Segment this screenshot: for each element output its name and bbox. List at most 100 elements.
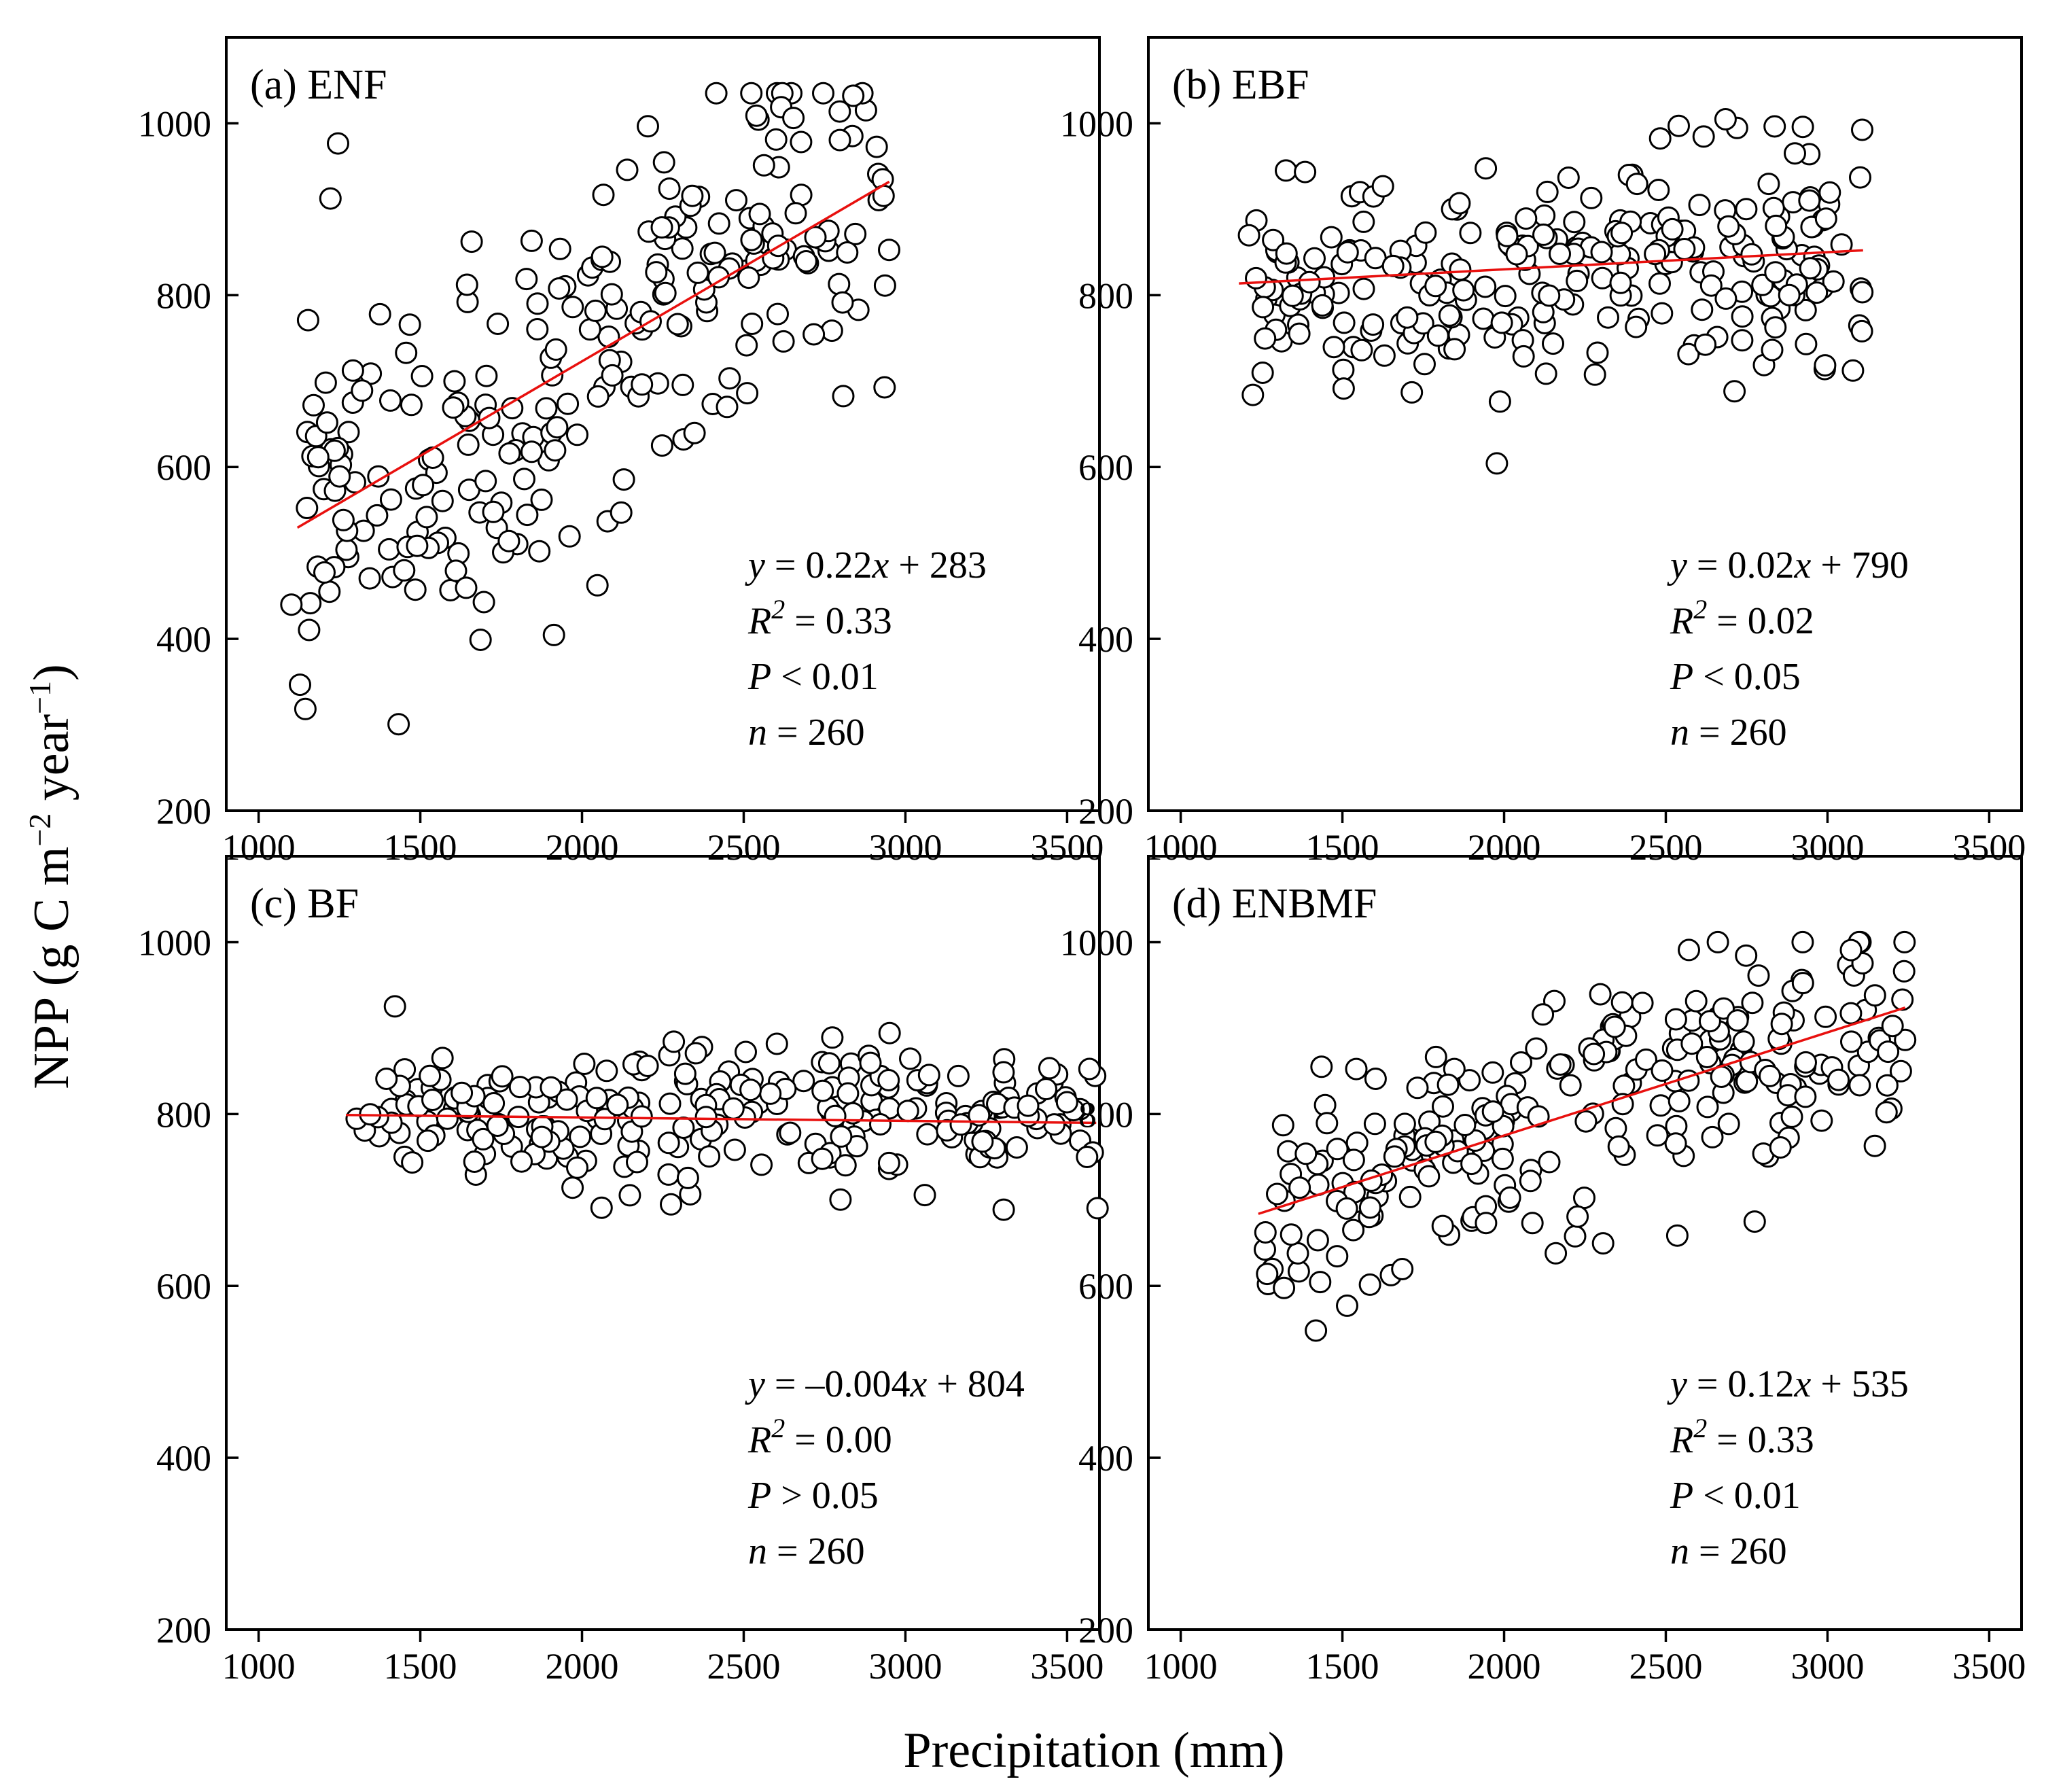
chart-d-data-point (1875, 1101, 1898, 1124)
chart-b-data-point (1625, 315, 1648, 338)
chart-a-data-point (873, 376, 896, 399)
chart-b-data-point (1590, 241, 1613, 264)
chart-a-data-point (544, 439, 567, 462)
chart-b-data-point (1400, 381, 1424, 404)
chart-d-data-point (1532, 1003, 1555, 1026)
chart-d-data-point (1538, 1150, 1561, 1174)
chart-b-data-point (1763, 115, 1786, 138)
chart-b-equation: y = 0.02x + 790 (1667, 544, 1909, 586)
chart-a-data-point (421, 446, 444, 469)
chart-d-y-tick-label: 800 (1078, 1094, 1133, 1135)
chart-b-data-point (1731, 329, 1754, 352)
chart-b-data-point (1298, 270, 1321, 294)
chart-a-data-point (431, 489, 454, 512)
chart-a-data-point (516, 504, 539, 527)
chart-d-data-point (1649, 1094, 1672, 1117)
chart-a-data-point (294, 697, 317, 720)
chart-d-data-point (1604, 1117, 1627, 1140)
chart-b-data-point (1694, 333, 1717, 356)
chart-d-data-point (1881, 1015, 1904, 1038)
chart-a-data-point (865, 135, 888, 158)
chart-d-y-tick-label: 1000 (1060, 922, 1133, 963)
chart-d-data-point (1735, 944, 1758, 967)
chart-d-data-point (1893, 930, 1916, 953)
chart-c-data-point (694, 1106, 718, 1129)
chart-b-data-point (1764, 261, 1787, 284)
chart-a-data-point (637, 115, 659, 138)
chart-d-data-point (1364, 1068, 1387, 1090)
chart-c-data-point (792, 1070, 815, 1093)
chart-c-data-point (1038, 1057, 1061, 1080)
chart-b-r-squared: R2 = 0.02 (1670, 594, 1814, 642)
chart-b-data-point (1764, 316, 1787, 339)
chart-a-data-point (542, 623, 565, 646)
chart-a-data-point (790, 183, 813, 207)
chart-a-data-point (616, 158, 639, 181)
chart-b-data-point (1661, 217, 1684, 241)
chart-b-data-point (1381, 254, 1405, 277)
chart-d-data-point (1603, 1015, 1626, 1038)
chart-a-data-point (782, 107, 805, 130)
chart-c-data-point (1086, 1197, 1109, 1220)
chart-d-data-point (1892, 960, 1916, 983)
chart-a-data-point (586, 385, 610, 408)
chart-c-data-point (830, 1125, 853, 1148)
chart-b-data-point (1814, 354, 1837, 377)
chart-c-data-point (722, 1097, 745, 1120)
chart-b-data-point (1512, 345, 1535, 368)
chart-d-data-point (1458, 1069, 1481, 1092)
chart-b-y-tick-label: 1000 (1060, 103, 1133, 144)
chart-a-data-point (474, 470, 497, 493)
chart-b-x-tick-label: 2000 (1468, 827, 1541, 868)
chart-a-data-point (530, 488, 553, 511)
chart-c-data-point (510, 1150, 533, 1173)
chart-d-x-tick-label: 3000 (1791, 1646, 1864, 1687)
chart-b-data-point (1496, 224, 1519, 247)
chart-d-stats: y = 0.12x + 535 R2 = 0.33 P < 0.01 n = 260 (1667, 1363, 1909, 1573)
chart-a-data-point (513, 468, 535, 491)
chart-b-data-point (1474, 275, 1497, 298)
chart-a-data-point (784, 202, 807, 225)
y-axis-title-end: ) (24, 664, 80, 681)
chart-d-data-point (1310, 1055, 1333, 1078)
chart-b-data-point (1333, 311, 1356, 334)
chart-c-data-point (569, 1125, 592, 1148)
chart-a-data-point (460, 230, 483, 253)
chart-d-data-point (1491, 1147, 1514, 1170)
chart-b-panel-title: (b) EBF (1172, 62, 1309, 108)
chart-b-data-point (1396, 306, 1419, 329)
chart-c-data-point (540, 1076, 563, 1099)
chart-b-y-tick-label: 200 (1078, 791, 1133, 832)
chart-a-data-point (535, 397, 558, 420)
chart-c-data-point (561, 1176, 584, 1199)
chart-c-points (345, 995, 1109, 1221)
chart-d-data-point (1566, 1205, 1589, 1228)
chart-c-data-point (750, 1153, 773, 1176)
chart-d-data-point (1391, 1258, 1414, 1280)
chart-c-data-point (419, 1064, 442, 1087)
chart-d-data-point (1519, 1170, 1542, 1193)
chart-b-data-point (1322, 336, 1345, 359)
chart-d-data-point (1481, 1100, 1504, 1123)
chart-a-panel-title: (a) ENF (250, 62, 387, 108)
chart-a-data-point (332, 508, 355, 531)
chart-b-data-point (1237, 224, 1260, 247)
chart-d-y-tick-label: 600 (1078, 1266, 1133, 1307)
chart-b-data-point (1414, 221, 1437, 244)
chart-a-data-point (296, 309, 319, 332)
chart-a-data-point (832, 385, 855, 408)
chart-d-data-point (1664, 1132, 1687, 1155)
chart-c-data-point (618, 1184, 641, 1207)
chart-c-x-tick-label: 3000 (868, 1646, 942, 1687)
svg-text:NPP (g C m−2 year−1): NPP (g C m−2 year−1) (22, 664, 80, 1089)
chart-b-data-point (1275, 159, 1297, 182)
chart-c-data-point (834, 1154, 857, 1177)
chart-b-stats: y = 0.02x + 790 R2 = 0.02 P < 0.05 n = 260 (1667, 544, 1909, 754)
chart-b-data-point (1673, 238, 1696, 260)
chart-d-data-point (1358, 1196, 1381, 1219)
chart-a-data-point (736, 382, 759, 405)
chart-c-data-point (869, 1113, 892, 1136)
chart-b-data-point (1830, 233, 1853, 256)
y-axis-title-sup2: −1 (22, 681, 57, 714)
chart-a-data-point (379, 488, 402, 511)
